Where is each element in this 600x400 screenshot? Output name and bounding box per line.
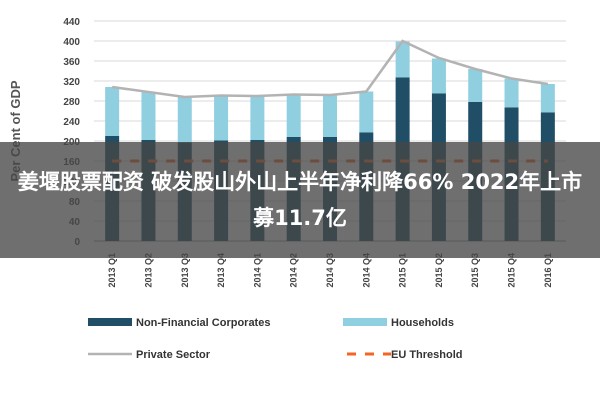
bar-households bbox=[504, 78, 519, 108]
bar-households bbox=[141, 92, 156, 140]
x-tick-label: 2015 Q2 bbox=[434, 253, 444, 288]
x-tick-label: 2016 Q1 bbox=[543, 253, 553, 288]
bar-households bbox=[431, 58, 446, 94]
x-tick-label: 2014 Q2 bbox=[289, 253, 299, 288]
bar-households bbox=[468, 69, 483, 102]
legend-label: Private Sector bbox=[136, 349, 211, 361]
x-tick-label: 2014 Q3 bbox=[325, 253, 335, 288]
bar-households bbox=[323, 95, 337, 137]
bar-households bbox=[286, 94, 301, 137]
bar-households bbox=[540, 84, 555, 113]
x-tick-label: 2013 Q2 bbox=[143, 253, 153, 288]
y-tick-label: 400 bbox=[63, 37, 80, 48]
bar-households bbox=[250, 96, 265, 140]
x-tick-label: 2013 Q3 bbox=[180, 253, 190, 288]
x-tick-label: 2013 Q4 bbox=[216, 253, 226, 288]
x-tick-label: 2014 Q4 bbox=[361, 253, 371, 288]
bar-households bbox=[359, 91, 374, 133]
x-tick-label: 2015 Q4 bbox=[507, 253, 517, 288]
bar-households bbox=[177, 97, 192, 143]
x-tick-label: 2014 Q1 bbox=[252, 253, 262, 288]
legend-label: EU Threshold bbox=[391, 349, 463, 361]
x-tick-label: 2015 Q3 bbox=[470, 253, 480, 288]
y-tick-label: 280 bbox=[63, 97, 80, 108]
series-line-private-sector bbox=[111, 39, 549, 99]
bar-households bbox=[395, 41, 410, 78]
bar-households bbox=[214, 95, 229, 141]
y-tick-label: 320 bbox=[63, 77, 80, 88]
x-tick-label: 2015 Q1 bbox=[398, 253, 408, 288]
legend-swatch bbox=[343, 318, 387, 326]
bar-households bbox=[105, 87, 120, 136]
headline-banner: 姜堰股票配资 破发股山外山上半年净利降66% 2022年上市募11.7亿 bbox=[0, 142, 600, 258]
y-tick-label: 360 bbox=[63, 57, 80, 68]
legend-swatch bbox=[88, 318, 132, 326]
legend-label: Non-Financial Corporates bbox=[136, 317, 270, 329]
x-tick-label: 2013 Q1 bbox=[107, 253, 117, 288]
y-tick-label: 440 bbox=[63, 17, 80, 28]
y-tick-label: 240 bbox=[63, 117, 80, 128]
headline-text: 姜堰股票配资 破发股山外山上半年净利降66% 2022年上市募11.7亿 bbox=[17, 170, 583, 230]
legend-label: Households bbox=[391, 317, 454, 329]
